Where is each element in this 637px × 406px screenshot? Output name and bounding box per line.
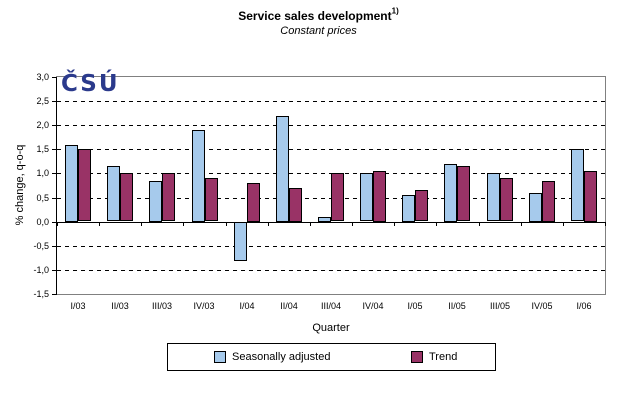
y-tick-label: 3,0 — [36, 72, 49, 82]
chart-title: Service sales development — [238, 9, 392, 23]
x-axis-tick — [605, 222, 606, 226]
legend-item-seasonally-adjusted: Seasonally adjusted — [214, 351, 330, 363]
y-tick-label: 1,0 — [36, 168, 49, 178]
bar-trend — [120, 173, 133, 221]
title-footnote-marker: 1) — [391, 6, 399, 16]
x-axis-title: Quarter — [312, 322, 350, 334]
y-axis-tick — [52, 222, 57, 223]
gridline — [57, 270, 605, 271]
bar-trend — [542, 181, 555, 222]
x-tick-label: II/04 — [280, 301, 298, 311]
chart-title-line: Service sales development1) — [0, 6, 637, 25]
bar-seasonally-adjusted — [444, 164, 457, 222]
x-tick-label: III/03 — [151, 301, 172, 311]
y-tick-label: -0,5 — [33, 241, 49, 251]
x-axis-tick — [226, 222, 227, 226]
gridline — [57, 149, 605, 150]
x-axis-tick — [141, 222, 142, 226]
y-axis-tick — [52, 173, 57, 174]
y-axis-tick — [52, 125, 57, 126]
x-axis-tick — [479, 222, 480, 226]
y-tick-label: 0,5 — [36, 193, 49, 203]
bar-trend — [331, 173, 344, 221]
bar-seasonally-adjusted — [402, 195, 415, 222]
y-axis-tick — [52, 270, 57, 271]
x-tick-label: I/06 — [576, 301, 592, 311]
legend-label-trend: Trend — [429, 351, 458, 363]
legend-item-trend: Trend — [411, 351, 457, 363]
legend: Seasonally adjusted Trend — [167, 343, 496, 371]
bar-seasonally-adjusted — [487, 173, 500, 221]
bar-trend — [289, 188, 302, 222]
bar-seasonally-adjusted — [107, 166, 120, 221]
legend-label-seasonally-adjusted: Seasonally adjusted — [232, 351, 331, 363]
bar-trend — [584, 171, 597, 222]
bar-trend — [205, 178, 218, 221]
bar-trend — [457, 166, 470, 221]
y-tick-label: -1,0 — [33, 265, 49, 275]
y-tick-label: -1,5 — [33, 289, 49, 299]
bar-seasonally-adjusted — [571, 149, 584, 221]
x-axis-tick — [183, 222, 184, 226]
x-axis-tick — [99, 222, 100, 226]
x-axis-tick — [394, 222, 395, 226]
x-tick-label: III/04 — [320, 301, 341, 311]
x-axis-tick — [563, 222, 564, 226]
y-axis-tick — [52, 294, 57, 295]
gridline — [57, 101, 605, 102]
bar-seasonally-adjusted — [192, 130, 205, 222]
x-axis-tick — [521, 222, 522, 226]
bar-seasonally-adjusted — [276, 116, 289, 222]
trend-swatch-icon — [411, 351, 423, 363]
x-tick-label: IV/04 — [362, 301, 384, 311]
bar-seasonally-adjusted — [318, 217, 331, 222]
x-tick-label: II/05 — [448, 301, 466, 311]
y-axis-tick — [52, 149, 57, 150]
plot-area: 3,0 2,5 2,0 1,5 1,0 0,5 0,0 -0,5 -1,0 -1,5 I/03 II/… — [33, 72, 606, 311]
y-axis-tick — [52, 198, 57, 199]
bar-trend — [162, 173, 175, 221]
title-block: Service sales development1) Constant pri… — [0, 6, 637, 38]
bar-trend — [500, 178, 513, 221]
y-tick-label: 1,5 — [36, 144, 49, 154]
x-axis-zero-line — [57, 222, 605, 223]
x-axis-tick — [310, 222, 311, 226]
x-tick-label: IV/03 — [193, 301, 215, 311]
x-axis-tick — [268, 222, 269, 226]
y-axis-title: % change, q-o-q — [14, 144, 26, 226]
bar-seasonally-adjusted — [149, 181, 162, 222]
bar-trend — [78, 149, 91, 221]
y-axis-tick — [52, 77, 57, 78]
bar-trend — [415, 190, 428, 221]
chart-subtitle: Constant prices — [280, 25, 357, 38]
x-tick-label: I/04 — [239, 301, 255, 311]
csu-logo: ČSÚ — [61, 71, 120, 97]
x-tick-label: I/05 — [407, 301, 423, 311]
x-axis-tick — [352, 222, 353, 226]
bar-seasonally-adjusted — [234, 222, 247, 261]
x-axis-tick — [436, 222, 437, 226]
gridline — [57, 246, 605, 247]
x-tick-label: IV/05 — [531, 301, 553, 311]
bar-trend — [373, 171, 386, 222]
bar-seasonally-adjusted — [360, 173, 373, 221]
gridline — [57, 125, 605, 126]
y-axis-line — [56, 77, 57, 294]
y-axis-tick — [52, 101, 57, 102]
seasonally-adjusted-swatch-icon — [214, 351, 226, 363]
bar-seasonally-adjusted — [529, 193, 542, 222]
bar-seasonally-adjusted — [65, 145, 78, 222]
y-tick-label: 2,5 — [36, 96, 49, 106]
x-tick-label: I/03 — [70, 301, 86, 311]
x-axis-tick — [57, 222, 58, 226]
y-tick-label: 0,0 — [36, 217, 49, 227]
y-axis-tick — [52, 246, 57, 247]
x-tick-label: III/05 — [489, 301, 510, 311]
x-tick-label: II/03 — [111, 301, 129, 311]
bar-trend — [247, 183, 260, 222]
y-tick-label: 2,0 — [36, 120, 49, 130]
